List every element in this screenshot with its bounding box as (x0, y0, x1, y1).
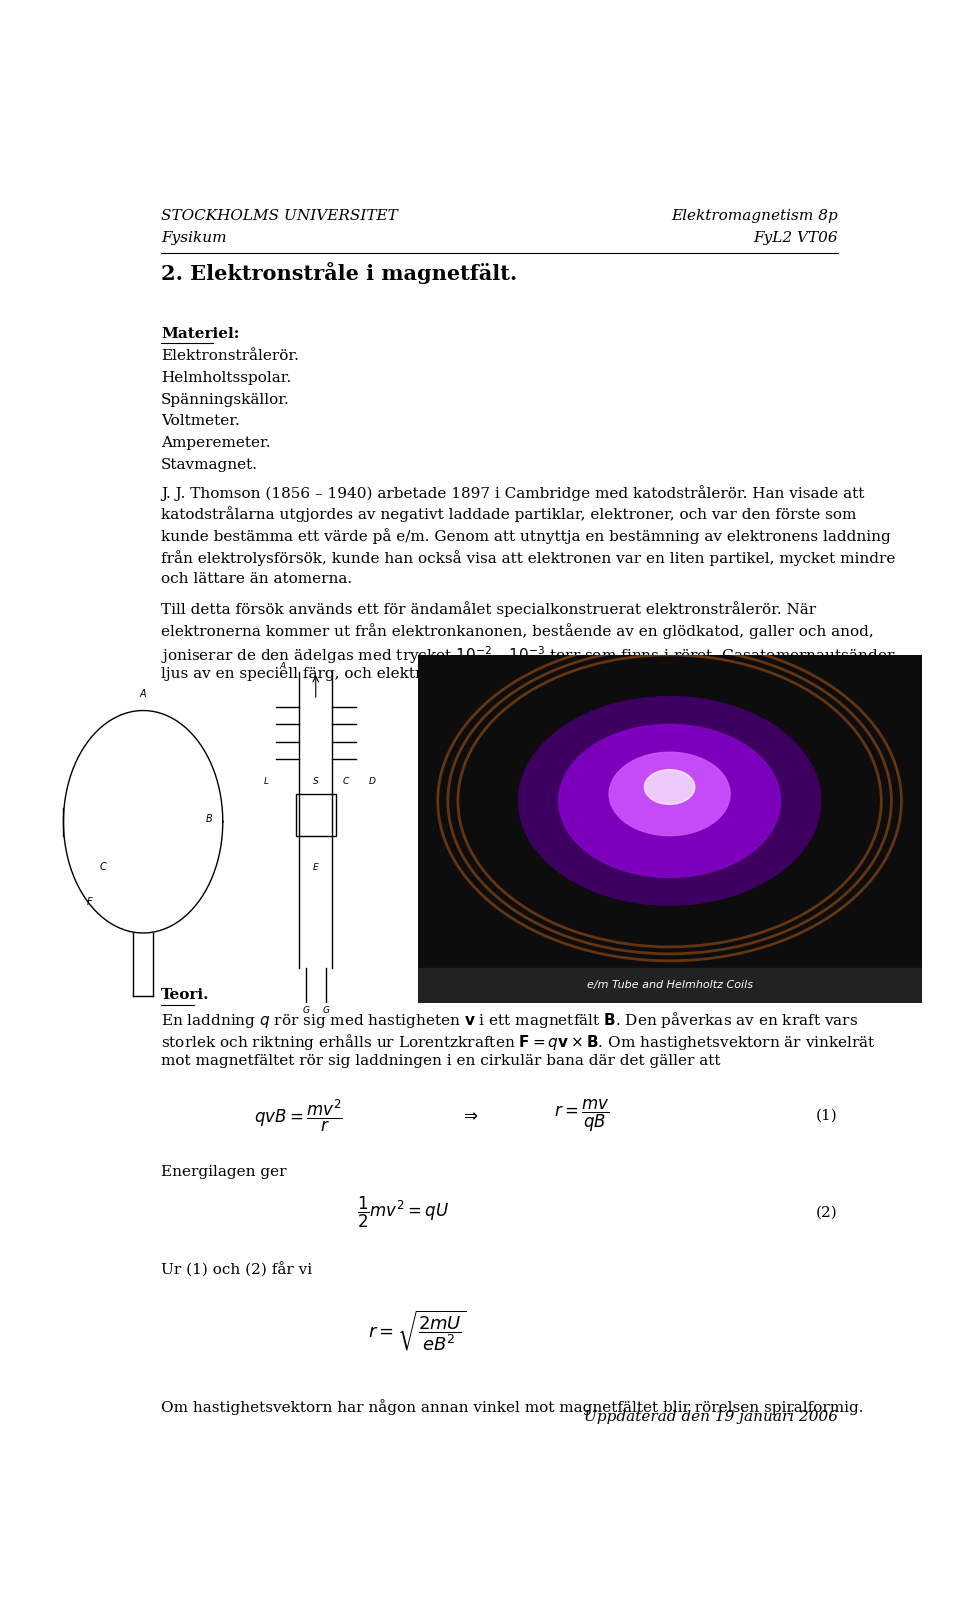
Bar (418, 967, 922, 1003)
Text: joniserar de den ädelgas med trycket $10^{-2}$ – $10^{-3}$ torr som finns i röre: joniserar de den ädelgas med trycket $10… (161, 645, 896, 666)
Text: storlek och riktning erhålls ur Lorentzkraften $\mathbf{F} = q\mathbf{v}\times\m: storlek och riktning erhålls ur Lorentzk… (161, 1032, 876, 1053)
Text: e/m Tube and Helmholtz Coils: e/m Tube and Helmholtz Coils (587, 980, 753, 990)
Text: elektronerna kommer ut från elektronkanonen, bestående av en glödkatod, galler o: elektronerna kommer ut från elektronkano… (161, 623, 874, 639)
Text: Uppdaterad den 19 januari 2006: Uppdaterad den 19 januari 2006 (584, 1410, 838, 1425)
Text: En laddning $q$ rör sig med hastigheten $\mathbf{v}$ i ett magnetfält $\mathbf{B: En laddning $q$ rör sig med hastigheten … (161, 1011, 858, 1030)
Text: och lättare än atomerna.: och lättare än atomerna. (161, 572, 352, 585)
Text: FyL2 VT06: FyL2 VT06 (754, 231, 838, 244)
Text: G: G (302, 1006, 309, 1015)
Text: Till detta försök används ett för ändamålet specialkonstruerat elektronstrålerör: Till detta försök används ett för ändamå… (161, 602, 816, 618)
Text: Helmholtsspolar.: Helmholtsspolar. (161, 370, 291, 385)
Text: $\dfrac{1}{2}mv^2 = qU$: $\dfrac{1}{2}mv^2 = qU$ (356, 1195, 449, 1231)
Text: Stavmagnet.: Stavmagnet. (161, 458, 258, 472)
Text: L: L (263, 776, 269, 786)
Text: (2): (2) (816, 1206, 838, 1219)
Text: Teori.: Teori. (161, 988, 209, 1003)
Text: Spänningskällor.: Spänningskällor. (161, 393, 290, 406)
Circle shape (609, 752, 730, 836)
Text: 2. Elektronstråle i magnetfält.: 2. Elektronstråle i magnetfält. (161, 262, 517, 285)
Text: J. J. Thomson (1856 – 1940) arbetade 1897 i Cambridge med katodstrålerör. Han vi: J. J. Thomson (1856 – 1940) arbetade 189… (161, 485, 864, 501)
Text: Voltmeter.: Voltmeter. (161, 414, 240, 429)
Circle shape (518, 697, 821, 906)
Text: A: A (279, 661, 286, 671)
Text: Elektronstrålerör.: Elektronstrålerör. (161, 349, 299, 364)
Text: Elektromagnetism 8p: Elektromagnetism 8p (671, 209, 838, 223)
Text: F: F (87, 897, 93, 907)
Text: $r = \sqrt{\dfrac{2mU}{eB^2}}$: $r = \sqrt{\dfrac{2mU}{eB^2}}$ (369, 1308, 467, 1353)
Text: E: E (313, 863, 319, 873)
Text: C: C (343, 776, 348, 786)
Text: katodstrålarna utgjordes av negativt laddade partiklar, elektroner, och var den : katodstrålarna utgjordes av negativt lad… (161, 506, 856, 522)
Text: Amperemeter.: Amperemeter. (161, 437, 271, 450)
Text: $\Rightarrow$: $\Rightarrow$ (461, 1106, 479, 1124)
Circle shape (644, 770, 695, 804)
Text: A: A (140, 689, 147, 699)
Text: $r = \dfrac{mv}{qB}$: $r = \dfrac{mv}{qB}$ (554, 1098, 609, 1134)
Text: ljus av en speciell färg, och elektronbanan blir synlig.: ljus av en speciell färg, och elektronba… (161, 666, 576, 681)
Text: STOCKHOLMS UNIVERSITET: STOCKHOLMS UNIVERSITET (161, 209, 397, 223)
Text: Energilagen ger: Energilagen ger (161, 1166, 286, 1179)
Bar (296, 794, 336, 836)
Text: Materiel:: Materiel: (161, 327, 239, 341)
Text: (1): (1) (816, 1108, 838, 1122)
Text: Om hastighetsvektorn har någon annan vinkel mot magnetfältet blir rörelsen spira: Om hastighetsvektorn har någon annan vin… (161, 1399, 863, 1415)
Text: G: G (323, 1006, 329, 1015)
Circle shape (559, 724, 780, 878)
Text: Fysikum: Fysikum (161, 231, 227, 244)
Text: från elektrolysförsök, kunde han också visa att elektronen var en liten partikel: från elektrolysförsök, kunde han också v… (161, 550, 896, 566)
Text: D: D (369, 776, 375, 786)
Text: $qvB = \dfrac{mv^2}{r}$: $qvB = \dfrac{mv^2}{r}$ (254, 1098, 343, 1134)
Text: kunde bestämma ett värde på e/m. Genom att utnyttja en bestämning av elektronens: kunde bestämma ett värde på e/m. Genom a… (161, 529, 891, 545)
Text: S: S (313, 776, 319, 786)
Text: mot magnetfältet rör sig laddningen i en cirkulär bana där det gäller att: mot magnetfältet rör sig laddningen i en… (161, 1054, 720, 1067)
Text: Ur (1) och (2) får vi: Ur (1) och (2) får vi (161, 1263, 312, 1277)
Text: C: C (100, 862, 107, 873)
Text: B: B (206, 813, 213, 823)
